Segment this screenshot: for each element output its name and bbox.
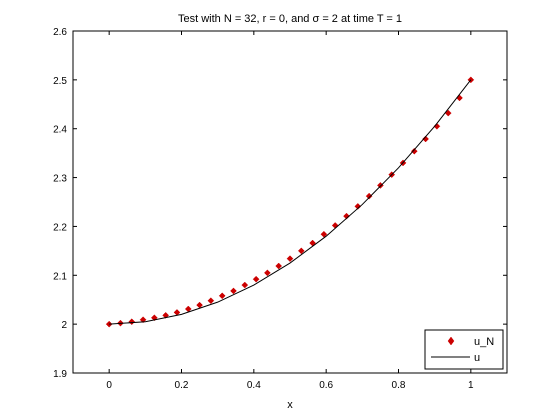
data-point-u_N [139, 316, 147, 324]
y-tick-label: 2.4 [53, 125, 67, 136]
data-point-u_N [275, 262, 283, 270]
data-point-u_N [410, 147, 418, 155]
y-tick-label: 2.5 [53, 76, 67, 87]
data-point-u_N [286, 255, 294, 263]
data-point-u_N [467, 76, 475, 84]
legend-marker-u_N [447, 336, 455, 346]
data-point-u_N [264, 269, 271, 277]
x-tick-label: 0 [106, 380, 112, 391]
axis-ticks: 0 0.2 0.4 0.6 0.8 1 1.9 2 2.1 2.2 2.3 2.4 2.5 2.6 [53, 27, 507, 391]
y-tick-label: 2.2 [53, 222, 67, 233]
y-tick-label: 2.6 [53, 27, 67, 38]
y-tick-label: 1.9 [53, 369, 67, 380]
data-point-u_N [230, 287, 237, 295]
data-point-u_N [422, 135, 429, 143]
legend-label-u_N: u_N [474, 336, 494, 348]
y-tick-label: 2.3 [53, 174, 67, 185]
data-point-u_N [343, 212, 350, 220]
x-tick-label: 1 [468, 380, 474, 391]
legend-label-u: u [474, 352, 480, 364]
plot-area [72, 30, 508, 374]
series-layer [105, 76, 475, 328]
y-tick-label: 2 [61, 320, 67, 331]
x-tick-label: 0.6 [319, 380, 333, 391]
data-point-u_N [354, 203, 362, 210]
y-tick-label: 2.1 [53, 271, 67, 282]
x-tick-label: 0.2 [175, 380, 189, 391]
series-line-u [109, 79, 472, 325]
data-point-u_N [320, 230, 328, 238]
data-point-u_N [105, 320, 113, 328]
x-axis-label: x [287, 399, 293, 411]
legend-box [424, 329, 504, 370]
data-point-u_N [218, 292, 226, 300]
data-point-u_N [207, 297, 215, 305]
data-point-u_N [241, 281, 249, 289]
data-point-u_N [162, 311, 170, 319]
chart-title: Test with N = 32, r = 0, and σ = 2 at ti… [178, 13, 402, 25]
x-tick-label: 0.4 [247, 380, 261, 391]
data-point-u_N [297, 247, 305, 255]
data-point-u_N [252, 275, 260, 283]
x-tick-label: 0.8 [392, 380, 406, 391]
legend: u_N u [424, 329, 504, 370]
